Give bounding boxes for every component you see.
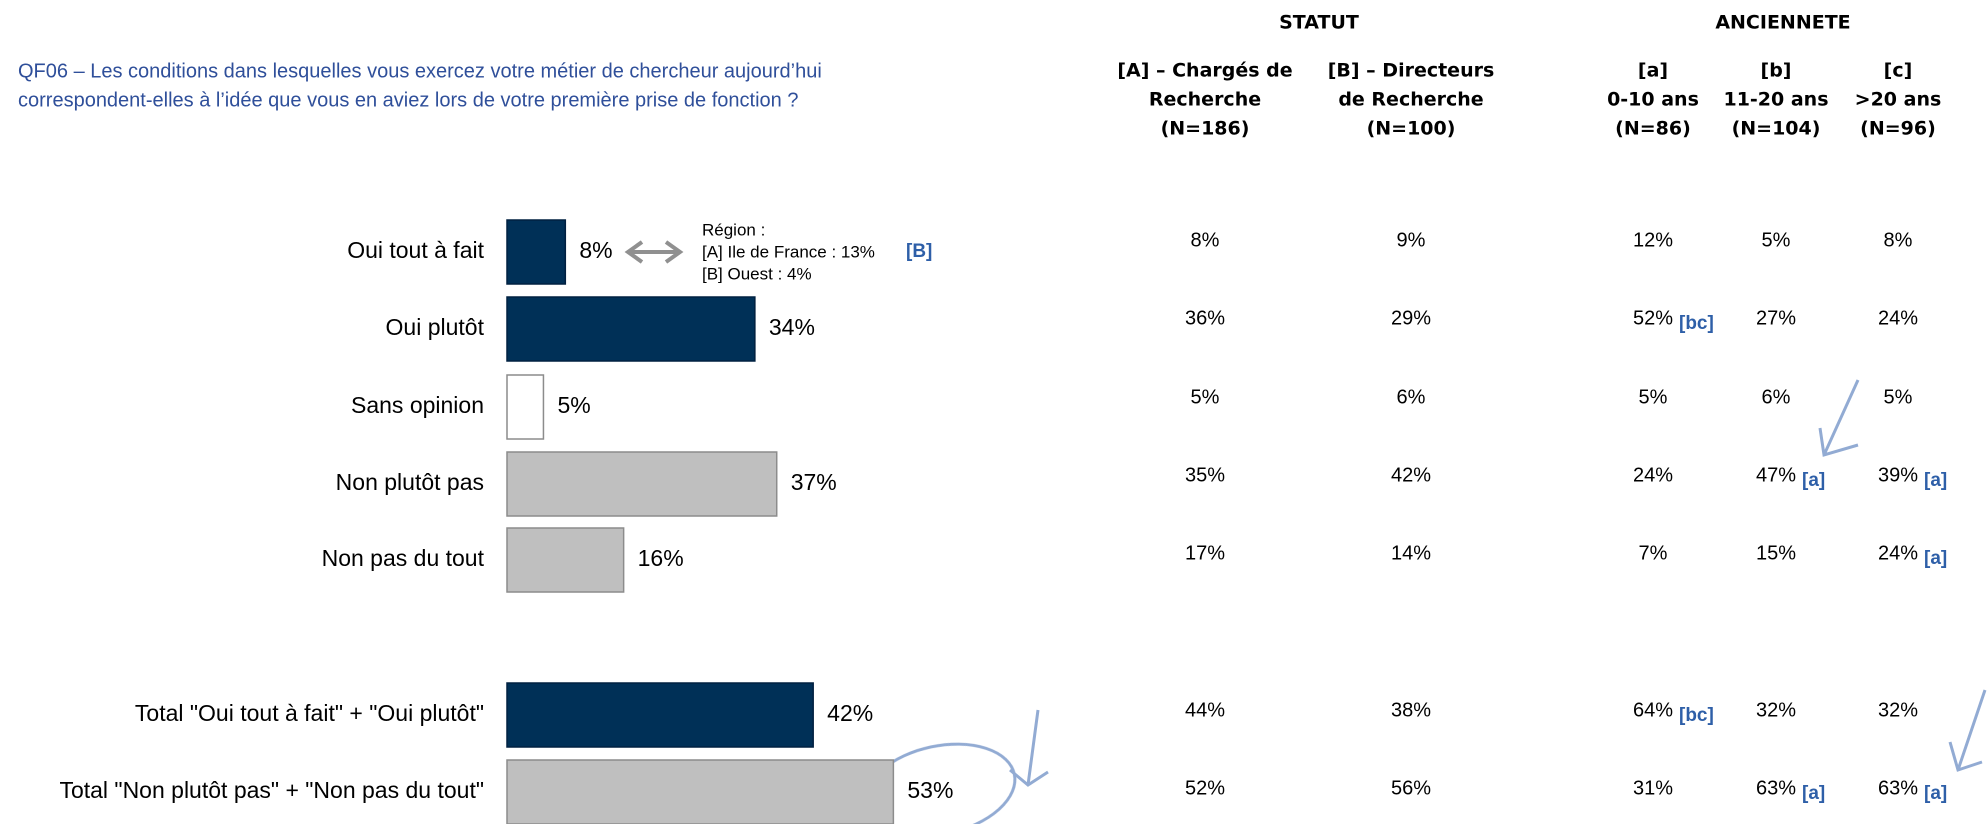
cell-value: 5% xyxy=(1884,386,1913,408)
column-header: (N=186) xyxy=(1161,118,1250,140)
cell-value: 35% xyxy=(1185,464,1225,486)
cell-value: 39% xyxy=(1878,464,1918,486)
significance: [a] xyxy=(1802,470,1825,491)
cell-value: 32% xyxy=(1756,699,1796,721)
bar xyxy=(506,451,778,517)
column-header: (N=86) xyxy=(1615,118,1691,140)
annotation-arrow xyxy=(624,240,684,264)
value-label: 37% xyxy=(791,469,837,495)
cell-value: 5% xyxy=(1762,229,1791,251)
value-label: 34% xyxy=(769,314,815,340)
value-label: 8% xyxy=(579,237,612,263)
bar xyxy=(506,682,814,748)
column-header: (N=96) xyxy=(1860,118,1936,140)
column-header: 0-10 ans xyxy=(1607,89,1699,111)
question: QF06 – Les conditions dans lesquelles vo… xyxy=(18,60,822,82)
column-header: Recherche xyxy=(1149,89,1261,111)
bar xyxy=(506,219,567,285)
cell-value: 5% xyxy=(1639,386,1668,408)
cell-value: 8% xyxy=(1191,229,1220,251)
category-label: Oui plutôt xyxy=(386,314,485,340)
column-header: de Recherche xyxy=(1338,89,1483,111)
cell-value: 44% xyxy=(1185,699,1225,721)
group-header: ANCIENNETE xyxy=(1715,12,1850,34)
significance: [bc] xyxy=(1679,705,1714,726)
cell-value: 56% xyxy=(1391,777,1431,799)
cell-value: 7% xyxy=(1639,542,1668,564)
annotation-text: [B] Ouest : 4% xyxy=(702,264,812,283)
cell-value: 31% xyxy=(1633,777,1673,799)
column-header: [a] xyxy=(1638,60,1668,82)
category-label: Total "Oui tout à fait" + "Oui plutôt" xyxy=(135,700,484,726)
cell-value: 42% xyxy=(1391,464,1431,486)
annotation-text: Région : xyxy=(702,220,765,239)
cell-value: 52% xyxy=(1185,777,1225,799)
category-label: Sans opinion xyxy=(351,392,484,418)
column-header: 11-20 ans xyxy=(1723,89,1828,111)
cell-value: 9% xyxy=(1397,229,1426,251)
value-label: 5% xyxy=(557,392,590,418)
significance: [a] xyxy=(1924,470,1947,491)
cell-value: 64% xyxy=(1633,699,1673,721)
category-label: Total "Non plutôt pas" + "Non pas du tou… xyxy=(59,777,484,803)
cell-value: 24% xyxy=(1878,542,1918,564)
cell-value: 32% xyxy=(1878,699,1918,721)
cell-value: 6% xyxy=(1397,386,1426,408)
cell-value: 36% xyxy=(1185,307,1225,329)
cell-value: 29% xyxy=(1391,307,1431,329)
cell-value: 27% xyxy=(1756,307,1796,329)
significance: [a] xyxy=(1924,783,1947,804)
cell-value: 8% xyxy=(1884,229,1913,251)
cell-value: 52% xyxy=(1633,307,1673,329)
handdrawn-marks xyxy=(863,379,1987,824)
cell-value: 12% xyxy=(1633,229,1673,251)
column-header: [b] xyxy=(1761,60,1792,82)
column-header: [B] – Directeurs xyxy=(1328,60,1495,82)
significance: [bc] xyxy=(1679,313,1714,334)
cell-value: 5% xyxy=(1191,386,1220,408)
cell-value: 63% xyxy=(1756,777,1796,799)
cell-value: 6% xyxy=(1762,386,1791,408)
value-label: 16% xyxy=(638,545,684,571)
cell-value: 17% xyxy=(1185,542,1225,564)
category-label: Oui tout à fait xyxy=(347,237,484,263)
column-header: (N=100) xyxy=(1367,118,1456,140)
annotation-tag: [B] xyxy=(906,241,932,262)
cell-value: 24% xyxy=(1633,464,1673,486)
bar xyxy=(506,296,756,362)
column-header: [A] – Chargés de xyxy=(1117,60,1292,82)
bar xyxy=(506,759,895,824)
column-header: >20 ans xyxy=(1855,89,1942,111)
group-header: STATUT xyxy=(1279,12,1359,34)
cell-value: 14% xyxy=(1391,542,1431,564)
significance: [a] xyxy=(1802,783,1825,804)
question: correspondent-elles à l’idée que vous en… xyxy=(18,89,798,111)
column-header: [c] xyxy=(1884,60,1913,82)
bar xyxy=(506,374,545,440)
cell-value: 47% xyxy=(1756,464,1796,486)
significance: [a] xyxy=(1924,548,1947,569)
category-label: Non pas du tout xyxy=(322,545,485,571)
cell-value: 63% xyxy=(1878,777,1918,799)
annotation-text: [A] Ile de France : 13% xyxy=(702,242,875,261)
cell-value: 24% xyxy=(1878,307,1918,329)
bar xyxy=(506,527,625,593)
category-label: Non plutôt pas xyxy=(336,469,484,495)
cell-value: 15% xyxy=(1756,542,1796,564)
value-label: 53% xyxy=(907,777,953,803)
column-header: (N=104) xyxy=(1732,118,1821,140)
cell-value: 38% xyxy=(1391,699,1431,721)
value-label: 42% xyxy=(827,700,873,726)
